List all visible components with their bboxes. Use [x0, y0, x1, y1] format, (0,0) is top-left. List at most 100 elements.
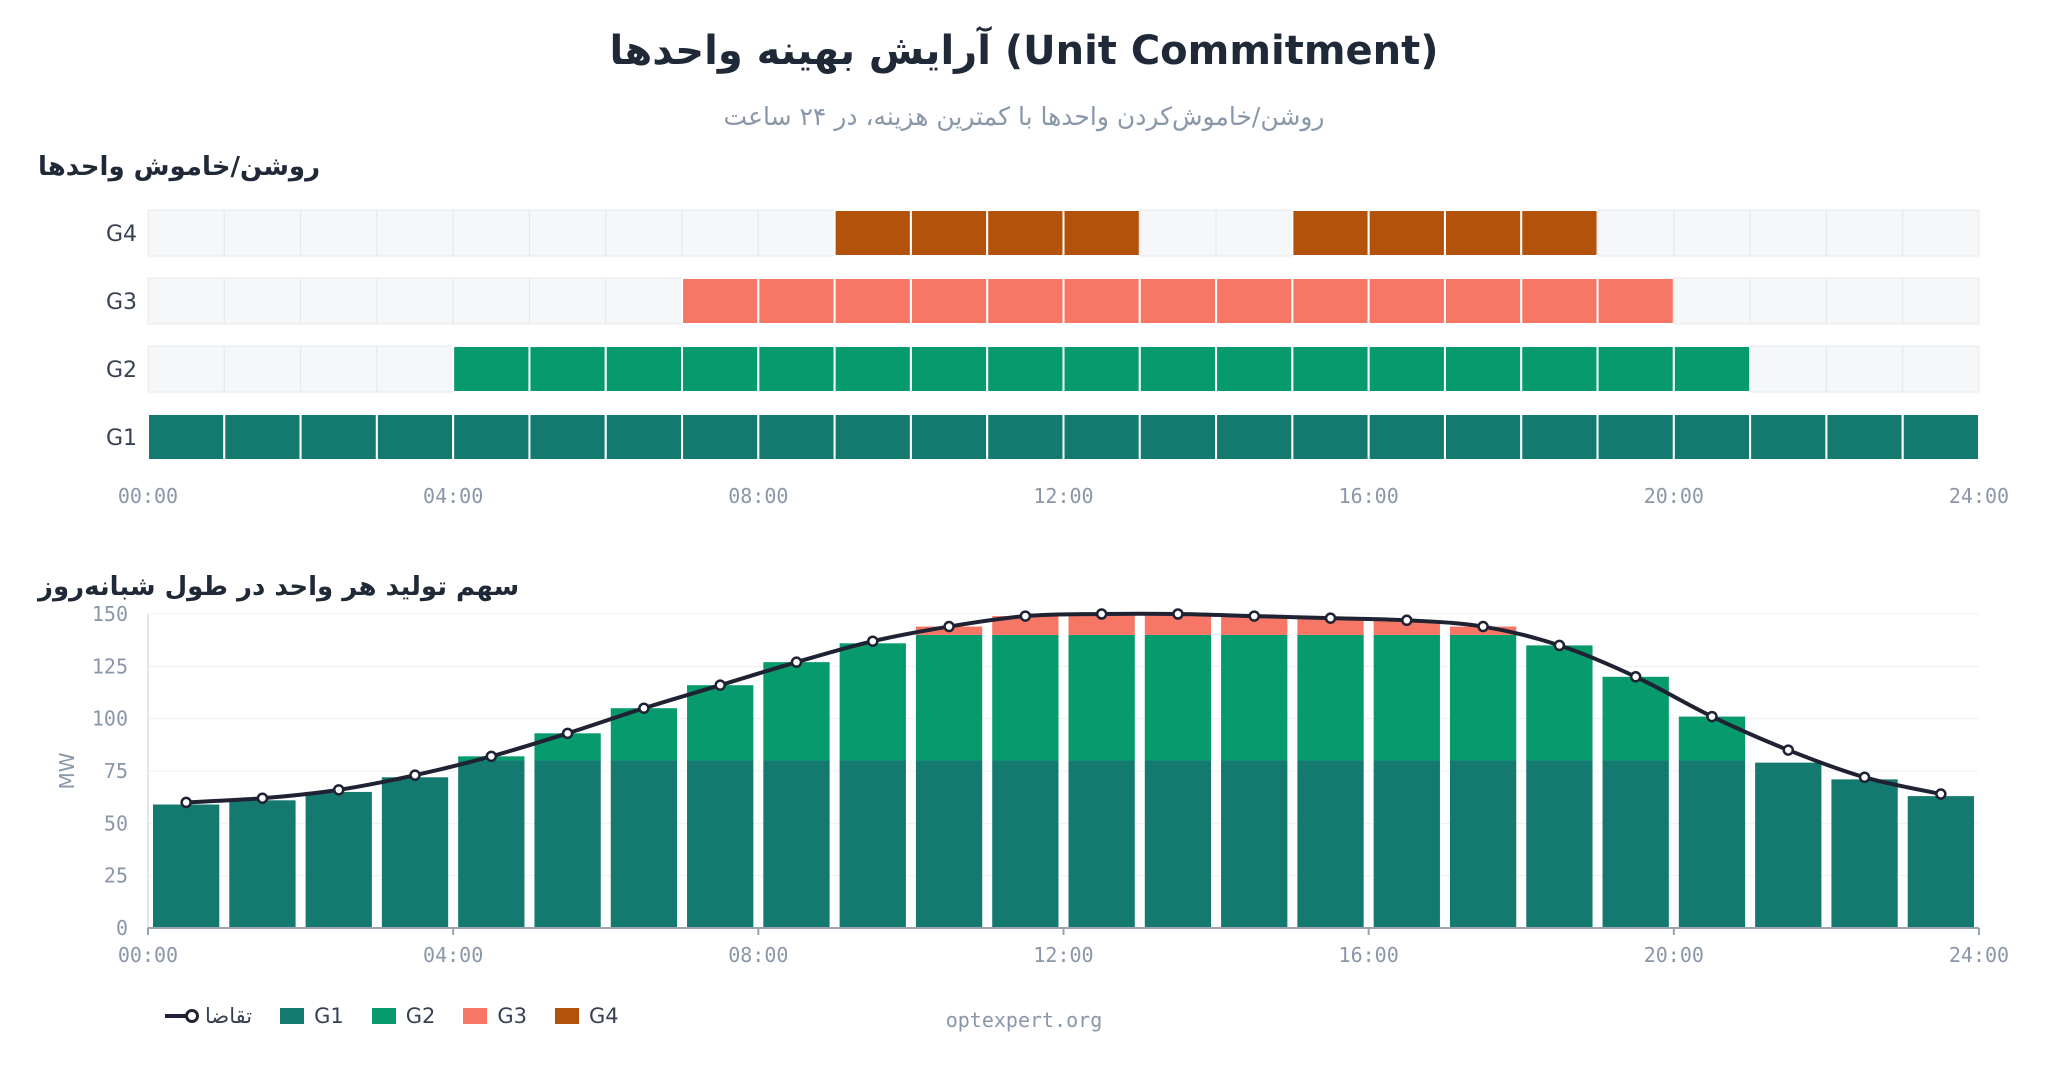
status-cell-G1-h12: [1062, 413, 1141, 461]
demand-point-h5: [561, 727, 574, 740]
legend-label-G3: G3: [497, 1004, 528, 1028]
demand-point-h9: [867, 635, 879, 647]
status-cell-G1-h9: [833, 413, 912, 461]
status-cell-G2-h5: [528, 345, 607, 393]
heatmap-x-tick-label: 20:00: [1644, 484, 1704, 508]
status-cell-G3-h4: [452, 277, 530, 325]
heatmap-x-tick-label: 08:00: [728, 484, 788, 508]
status-cell-G1-h21: [1749, 413, 1828, 461]
demand-point-h1: [256, 792, 269, 804]
demand-line: [186, 611, 1942, 805]
y-tick-label: 25: [104, 864, 128, 888]
bar-G3-h14: [1221, 616, 1288, 635]
demand-point-h7: [714, 679, 726, 691]
y-tick-label: 125: [92, 654, 128, 678]
status-cell-G4-h22: [1825, 209, 1904, 257]
status-cell-G4-h16: [1367, 209, 1446, 257]
chart-title: آرایش بهینه واحدها (Unit Commitment): [609, 28, 1439, 74]
status-cell-G3-h9: [833, 277, 912, 325]
heatmap-x-tick-label: 04:00: [423, 484, 483, 508]
status-cell-G2-h20: [1672, 345, 1752, 393]
demand-point-h19: [1629, 671, 1642, 683]
legend-swatch-G3: [463, 1008, 488, 1024]
status-cell-G4-h10: [909, 209, 989, 257]
status-cell-G3-h20: [1673, 277, 1751, 325]
status-cell-G1-h14: [1215, 413, 1294, 461]
status-cell-G2-h16: [1367, 345, 1446, 393]
status-cell-G2-h9: [833, 345, 912, 393]
status-cell-G2-h13: [1138, 345, 1218, 393]
status-cell-G4-h6: [605, 209, 683, 257]
status-cell-G1-h7: [681, 413, 760, 461]
demand-point-h21: [1782, 744, 1795, 756]
status-cell-G3-h11: [986, 277, 1065, 325]
status-cell-G4-h2: [300, 209, 378, 257]
bar-G2-h15: [1297, 634, 1364, 761]
x-tick-label: 00:00: [118, 943, 178, 967]
status-cell-G4-h3: [376, 209, 454, 257]
status-cell-G1-h17: [1443, 413, 1523, 461]
status-cell-G4-h20: [1673, 209, 1751, 257]
bar-G3-h13: [1144, 614, 1212, 635]
status-cell-G4-h17: [1443, 209, 1523, 257]
status-cell-G1-h15: [1291, 413, 1370, 461]
bar-G1-h3: [381, 777, 449, 928]
status-cell-G2-h2: [300, 345, 378, 393]
status-cell-G4-h8: [757, 209, 836, 257]
legend-label-G2: G2: [405, 1004, 436, 1028]
demand-point-h12: [1095, 608, 1108, 620]
bar-G1-h16: [1373, 760, 1440, 928]
status-cell-G3-h14: [1215, 277, 1294, 325]
bar-G2-h11: [992, 634, 1059, 761]
commitment-section-title: روشن/خاموش واحدها: [38, 152, 321, 182]
status-cell-G4-h11: [986, 209, 1065, 257]
bar-G2-h19: [1602, 676, 1669, 761]
demand-point-h8: [790, 656, 803, 668]
status-cell-G1-h23: [1901, 413, 1981, 461]
status-cell-G2-h14: [1215, 345, 1294, 393]
status-cell-G3-h0: [147, 277, 225, 325]
status-cell-G3-h16: [1367, 277, 1446, 325]
status-cell-G3-h19: [1596, 277, 1675, 325]
unit-label-G2: G2: [106, 358, 137, 383]
bar-G2-h9: [839, 643, 906, 761]
demand-point-h0: [180, 796, 192, 809]
y-tick-label: 75: [104, 759, 128, 783]
status-cell-G3-h21: [1749, 277, 1827, 325]
chart-subtitle: روشن/خاموش‌کردن واحدها با کمترین هزینه، …: [723, 102, 1325, 131]
status-cell-G3-h15: [1291, 277, 1370, 325]
bar-G1-h4: [458, 760, 525, 928]
bar-G1-h17: [1449, 760, 1517, 928]
legend-swatch-G4: [555, 1008, 580, 1024]
bar-G1-h13: [1144, 760, 1212, 928]
bar-G3-h16: [1373, 620, 1440, 635]
bar-G1-h22: [1831, 779, 1898, 928]
status-cell-G4-h7: [681, 209, 759, 257]
status-cell-G1-h3: [375, 413, 455, 461]
bar-G2-h7: [687, 685, 754, 761]
legend-label-demand: تقاضا: [205, 1004, 253, 1028]
status-cell-G3-h10: [909, 277, 989, 325]
status-cell-G1-h19: [1596, 413, 1675, 461]
status-cell-G3-h12: [1062, 277, 1141, 325]
bar-G1-h0: [153, 804, 220, 928]
bar-G3-h11: [992, 616, 1059, 635]
status-cell-G2-h18: [1520, 345, 1599, 393]
legend-item-G3: G3: [463, 1004, 527, 1028]
bar-G1-h21: [1755, 762, 1822, 928]
bar-G1-h7: [687, 760, 754, 928]
bar-G1-h20: [1678, 760, 1746, 928]
y-tick-label: 50: [104, 811, 128, 835]
status-cell-G2-h10: [909, 345, 989, 393]
status-cell-G4-h4: [452, 209, 530, 257]
status-cell-G2-h4: [452, 345, 531, 393]
status-cell-G3-h22: [1825, 277, 1904, 325]
bar-G2-h20: [1678, 716, 1746, 761]
demand-point-h3: [409, 769, 421, 781]
status-cell-G3-h6: [605, 277, 683, 325]
bar-G1-h12: [1068, 760, 1135, 928]
demand-point-h15: [1324, 612, 1337, 624]
bar-G1-h8: [763, 760, 830, 928]
status-cell-G1-h13: [1138, 413, 1218, 461]
bar-G1-h11: [992, 760, 1059, 928]
